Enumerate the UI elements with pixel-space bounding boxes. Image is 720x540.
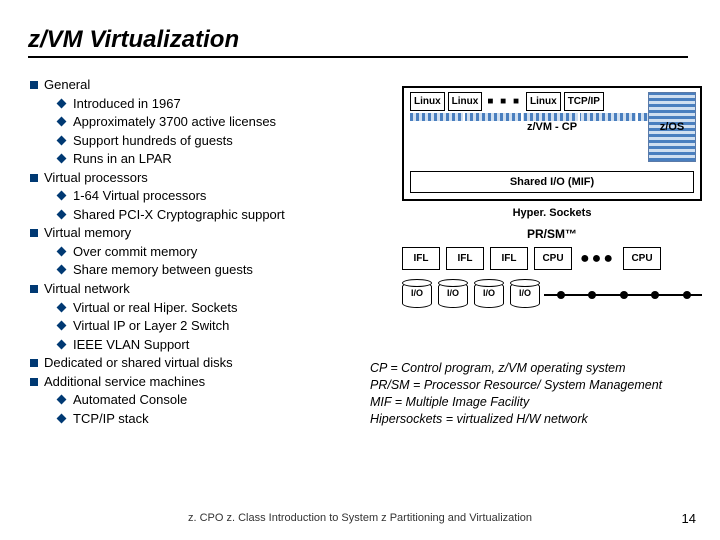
cpu-row: IFL IFL IFL CPU ●●● CPU (402, 247, 702, 270)
zos-box: z/OS (648, 92, 696, 162)
bullet-text: Virtual IP or Layer 2 Switch (73, 318, 229, 333)
bullet-l2: Approximately 3700 active licenses (58, 113, 400, 131)
diamond-icon (57, 98, 67, 108)
bullet-l2: Support hundreds of guests (58, 132, 400, 150)
bullet-l2: Runs in an LPAR (58, 150, 400, 168)
bullet-l2: IEEE VLAN Support (58, 336, 400, 354)
bullet-text: General (44, 77, 90, 92)
vm-guest: Linux (410, 92, 445, 111)
bullet-l2: 1-64 Virtual processors (58, 187, 400, 205)
bullet-text: Over commit memory (73, 244, 197, 259)
zos-label: z/OS (660, 121, 684, 133)
prsm-label: PR/SM™ (402, 227, 702, 241)
architecture-diagram: Linux Linux ■ ■ ■ Linux TCP/IP z/VM - CP… (402, 86, 702, 308)
bullet-l2: Share memory between guests (58, 261, 400, 279)
page-title: z/VM Virtualization (28, 26, 688, 58)
vm-guest: Linux (526, 92, 561, 111)
bullet-text: Additional service machines (44, 374, 205, 389)
bullet-text: TCP/IP stack (73, 411, 149, 426)
bullet-l1: Virtual memory (30, 224, 400, 242)
square-icon (30, 285, 38, 293)
legend-line: PR/SM = Processor Resource/ System Manag… (370, 377, 662, 394)
bus-line (544, 294, 702, 296)
cpu-box: IFL (446, 247, 484, 270)
diamond-icon (57, 154, 67, 164)
ellipsis-icon: ■ ■ ■ (485, 96, 523, 107)
cpu-box: IFL (490, 247, 528, 270)
shared-io-box: Shared I/O (MIF) (410, 171, 694, 193)
square-icon (30, 229, 38, 237)
io-cylinder (474, 282, 504, 308)
bullet-text: Approximately 3700 active licenses (73, 114, 276, 129)
square-icon (30, 81, 38, 89)
diamond-icon (57, 246, 67, 256)
bullet-l2: TCP/IP stack (58, 410, 400, 428)
cpu-box: CPU (623, 247, 661, 270)
bullet-text: Runs in an LPAR (73, 151, 172, 166)
diamond-icon (57, 209, 67, 219)
bullet-l2: Shared PCI-X Cryptographic support (58, 206, 400, 224)
bullet-l1: Virtual processors (30, 169, 400, 187)
bullet-text: Shared PCI-X Cryptographic support (73, 207, 285, 222)
diamond-icon (57, 413, 67, 423)
diamond-icon (57, 339, 67, 349)
io-cylinder (438, 282, 468, 308)
bullet-l2: Over commit memory (58, 243, 400, 261)
bullet-l2: Virtual or real Hiper. Sockets (58, 299, 400, 317)
bullet-l2: Introduced in 1967 (58, 95, 400, 113)
cpu-box: IFL (402, 247, 440, 270)
cpu-box: CPU (534, 247, 572, 270)
legend-line: Hipersockets = virtualized H/W network (370, 411, 662, 428)
vm-guest: TCP/IP (564, 92, 604, 111)
io-row (402, 282, 702, 308)
bullet-text: Share memory between guests (73, 262, 253, 277)
legend-line: CP = Control program, z/VM operating sys… (370, 360, 662, 377)
bullet-l1: General (30, 76, 400, 94)
bullet-text: Automated Console (73, 392, 187, 407)
diamond-icon (57, 302, 67, 312)
bullet-text: Introduced in 1967 (73, 96, 181, 111)
page-number: 14 (682, 511, 696, 526)
footer-text: z. CPO z. Class Introduction to System z… (0, 512, 720, 524)
diamond-icon (57, 135, 67, 145)
square-icon (30, 359, 38, 367)
io-cylinder (510, 282, 540, 308)
io-cylinder (402, 282, 432, 308)
hypersockets-label: Hyper. Sockets (402, 207, 702, 219)
bullet-text: Virtual network (44, 281, 130, 296)
square-icon (30, 174, 38, 182)
bullet-l2: Virtual IP or Layer 2 Switch (58, 317, 400, 335)
bullet-text: Dedicated or shared virtual disks (44, 355, 233, 370)
bullet-text: Virtual or real Hiper. Sockets (73, 300, 238, 315)
diamond-icon (57, 395, 67, 405)
lpar-box: Linux Linux ■ ■ ■ Linux TCP/IP z/VM - CP… (402, 86, 702, 201)
diamond-icon (57, 321, 67, 331)
bullet-text: Virtual processors (44, 170, 148, 185)
bullet-l1: Additional service machines (30, 373, 400, 391)
bullet-list: General Introduced in 1967 Approximately… (30, 76, 400, 428)
bullet-text: Support hundreds of guests (73, 133, 233, 148)
legend-line: MIF = Multiple Image Facility (370, 394, 662, 411)
diamond-icon (57, 191, 67, 201)
ellipsis-icon: ●●● (580, 250, 615, 268)
bullet-text: IEEE VLAN Support (73, 337, 189, 352)
bullet-text: Virtual memory (44, 225, 131, 240)
diamond-icon (57, 117, 67, 127)
bullet-l1: Dedicated or shared virtual disks (30, 354, 400, 372)
bullet-l2: Automated Console (58, 391, 400, 409)
legend-block: CP = Control program, z/VM operating sys… (370, 360, 662, 428)
bullet-l1: Virtual network (30, 280, 400, 298)
bullet-text: 1-64 Virtual processors (73, 188, 206, 203)
vm-guest: Linux (448, 92, 483, 111)
square-icon (30, 378, 38, 386)
diamond-icon (57, 265, 67, 275)
